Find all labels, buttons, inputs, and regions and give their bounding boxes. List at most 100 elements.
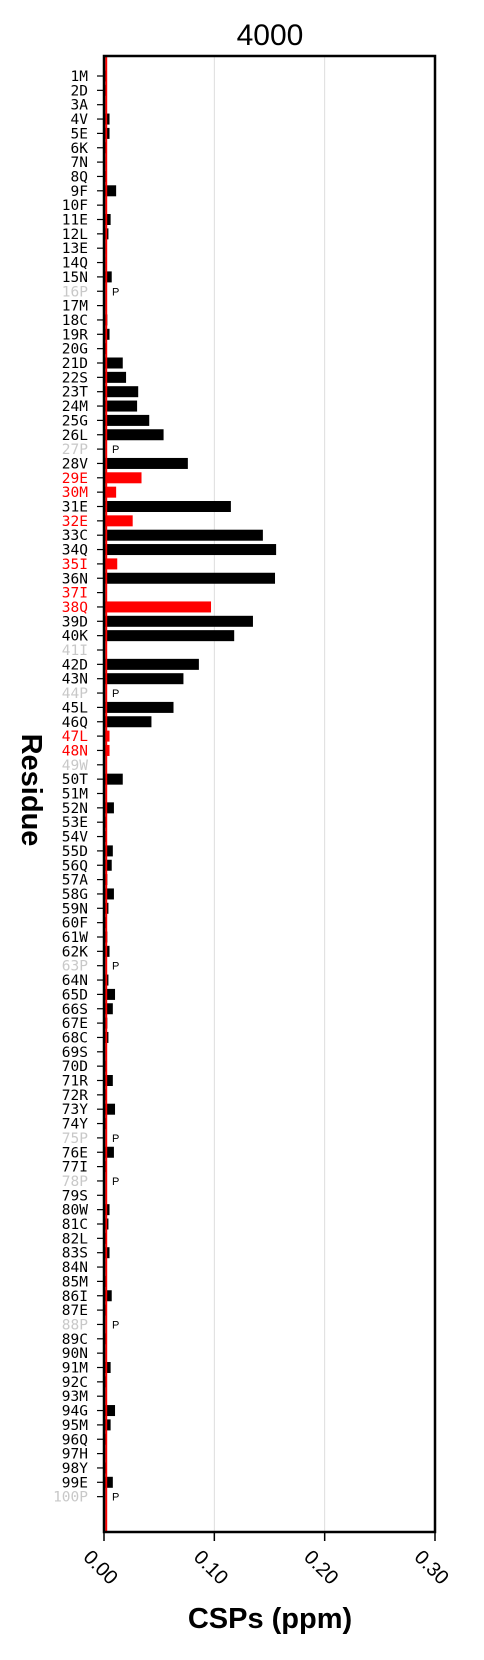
residue-label-52N: 52N [62, 801, 88, 817]
residue-label-27P: 27P [62, 442, 88, 458]
residue-label-72R: 72R [62, 1088, 88, 1104]
residue-label-5E: 5E [71, 126, 88, 142]
residue-label-51M: 51M [62, 787, 88, 803]
bar-35I [104, 558, 118, 570]
x-tick-label: 0.00 [79, 1546, 122, 1589]
x-axis-label: CSPs (ppm) [188, 1603, 352, 1635]
bar-22S [104, 371, 127, 383]
proline-marker-44P: P [112, 688, 119, 700]
residue-label-25G: 25G [62, 413, 88, 429]
proline-marker-88P: P [112, 1319, 119, 1331]
residue-label-83S: 83S [62, 1246, 88, 1262]
gridlines [213, 56, 326, 1532]
residue-label-68C: 68C [62, 1030, 88, 1046]
residue-label-29E: 29E [62, 471, 88, 487]
bar-43N [104, 673, 184, 685]
residue-label-41I: 41I [62, 643, 88, 659]
residue-label-45L: 45L [62, 700, 88, 716]
residue-label-21D: 21D [62, 356, 88, 372]
chart-title: 4000 [237, 19, 304, 52]
residue-label-95M: 95M [62, 1418, 88, 1434]
residue-label-14Q: 14Q [62, 256, 88, 272]
residue-label-100P: 100P [53, 1490, 88, 1506]
residue-label-79S: 79S [62, 1188, 88, 1204]
residue-label-69S: 69S [62, 1045, 88, 1061]
residue-label-88P: 88P [62, 1317, 88, 1333]
bar-32E [104, 515, 133, 527]
residue-label-87E: 87E [62, 1303, 88, 1319]
residue-label-64N: 64N [62, 973, 88, 989]
residue-label-84N: 84N [62, 1260, 88, 1276]
x-tick-label: 0.10 [189, 1546, 232, 1589]
residue-label-33C: 33C [62, 528, 88, 544]
residue-label-2D: 2D [71, 83, 88, 99]
residue-label-46Q: 46Q [62, 715, 88, 731]
bar-50T [104, 773, 123, 785]
bar-26L [104, 429, 164, 441]
bar-28V [104, 457, 188, 469]
bar-91M [104, 1362, 111, 1373]
residue-label-86I: 86I [62, 1289, 88, 1305]
residue-label-6K: 6K [71, 141, 89, 157]
bar-42D [104, 658, 199, 670]
residue-label-4V: 4V [71, 112, 89, 128]
residue-label-35I: 35I [62, 557, 88, 573]
bar-21D [104, 357, 123, 369]
residue-label-90N: 90N [62, 1346, 88, 1362]
residue-label-75P: 75P [62, 1131, 88, 1147]
residue-label-30M: 30M [62, 485, 88, 501]
residue-label-62K: 62K [62, 944, 88, 960]
residue-label-37I: 37I [62, 586, 88, 602]
residue-label-80W: 80W [62, 1203, 88, 1219]
residue-label-97H: 97H [62, 1447, 88, 1463]
bar-24M [104, 400, 138, 412]
proline-marker-16P: P [112, 286, 119, 298]
bar-95M [104, 1419, 111, 1431]
residue-label-13E: 13E [62, 241, 88, 257]
residue-label-36N: 36N [62, 571, 88, 587]
proline-markers: P P P P P P P P [112, 286, 119, 1503]
x-tick-label: 0.20 [299, 1546, 342, 1589]
residue-label-20G: 20G [62, 342, 88, 358]
x-tick-label: 0.30 [410, 1546, 453, 1589]
y-axis-label: Residue [15, 734, 47, 847]
bar-33C [104, 529, 263, 541]
bar-31E [104, 501, 231, 512]
residue-label-11E: 11E [62, 213, 88, 229]
residue-label-74Y: 74Y [62, 1117, 88, 1133]
residue-labels: 1M2D3A4V5E6K7N8Q9F10F11E12L13E14Q15N16P1… [53, 69, 104, 1506]
residue-label-39D: 39D [62, 614, 88, 630]
residue-label-34Q: 34Q [62, 543, 88, 559]
residue-label-42D: 42D [62, 657, 88, 673]
residue-label-58G: 58G [62, 887, 88, 903]
residue-label-65D: 65D [62, 987, 88, 1003]
residue-label-12L: 12L [62, 227, 88, 243]
bar-29E [104, 472, 142, 484]
residue-label-96Q: 96Q [62, 1432, 88, 1448]
residue-label-9F: 9F [71, 184, 88, 200]
residue-label-1M: 1M [71, 69, 89, 85]
residue-label-47L: 47L [62, 729, 88, 745]
bar-23T [104, 386, 139, 398]
residue-label-63P: 63P [62, 959, 88, 975]
bar-94G [104, 1405, 116, 1417]
residue-label-93M: 93M [62, 1389, 88, 1405]
residue-label-43N: 43N [62, 672, 88, 688]
bar-36N [104, 572, 276, 584]
plot-frame [102, 54, 437, 1534]
bar-52N [104, 802, 114, 814]
residue-label-94G: 94G [62, 1404, 88, 1420]
residue-label-32E: 32E [62, 514, 88, 530]
residue-label-98Y: 98Y [62, 1461, 88, 1477]
bar-30M [104, 486, 117, 498]
bar-58G [104, 888, 114, 900]
residue-label-78P: 78P [62, 1174, 88, 1190]
bar-9F [104, 185, 117, 197]
bar-40K [104, 630, 235, 642]
residue-label-89C: 89C [62, 1332, 88, 1348]
residue-label-10F: 10F [62, 198, 88, 214]
residue-label-44P: 44P [62, 686, 88, 702]
residue-label-57A: 57A [62, 873, 88, 889]
residue-label-99E: 99E [62, 1475, 88, 1491]
